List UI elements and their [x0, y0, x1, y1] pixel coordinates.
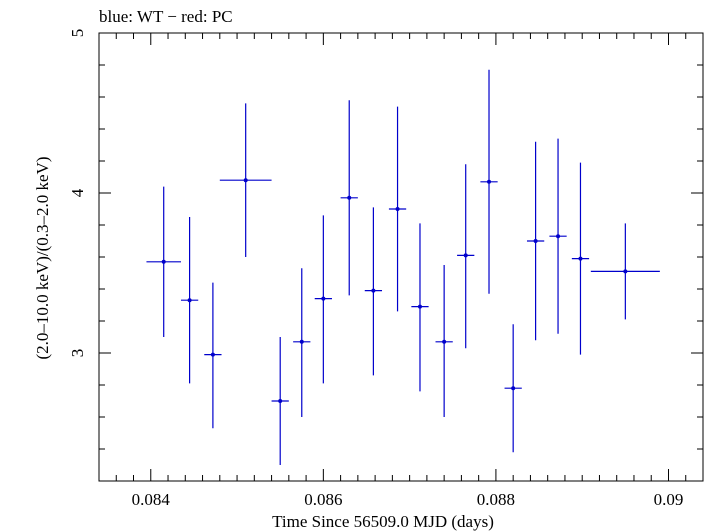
y-tick-label: 3	[68, 349, 87, 358]
x-tick-label: 0.084	[132, 490, 171, 509]
data-point	[435, 265, 453, 417]
data-point	[293, 268, 311, 417]
point-marker	[533, 239, 538, 243]
data-point	[526, 141, 545, 341]
point-marker	[556, 234, 561, 239]
point-marker	[417, 304, 422, 309]
point-marker	[578, 256, 583, 261]
y-axis-label: (2.0–10.0 keV)/(0.3–2.0 keV)	[33, 156, 52, 359]
y-tick-label: 4	[68, 188, 87, 197]
axis-ticks	[98, 32, 704, 482]
point-marker	[463, 253, 468, 258]
x-tick-label: 0.086	[304, 490, 342, 509]
point-marker	[299, 339, 304, 344]
data-point	[388, 106, 407, 312]
point-marker	[487, 179, 492, 184]
x-tick-label: 0.09	[654, 490, 684, 509]
data-point	[411, 223, 429, 392]
chart-title: blue: WT − red: PC	[99, 7, 233, 26]
point-marker	[278, 399, 283, 403]
data-point	[219, 103, 272, 257]
point-marker	[187, 298, 192, 303]
point-marker	[442, 339, 447, 344]
point-marker	[623, 269, 628, 274]
point-marker	[161, 259, 166, 264]
point-marker	[210, 352, 215, 357]
data-point	[364, 207, 383, 376]
data-point	[549, 138, 567, 334]
point-marker	[243, 178, 248, 183]
point-marker	[347, 195, 352, 200]
data-point	[146, 186, 181, 337]
y-tick-label: 5	[68, 29, 87, 38]
point-marker	[395, 207, 400, 211]
point-marker	[371, 288, 376, 293]
x-tick-label: 0.088	[477, 490, 515, 509]
data-point	[571, 162, 590, 355]
data-point	[504, 324, 522, 453]
x-axis-label: Time Since 56509.0 MJD (days)	[272, 512, 494, 531]
data-point	[590, 223, 660, 320]
axis-tick-labels: 0.084 0.086 0.088 0.09 3 4 5	[68, 29, 683, 509]
data-point	[340, 100, 358, 296]
point-marker	[321, 296, 326, 301]
data-point	[457, 164, 475, 349]
data-points	[146, 69, 660, 465]
data-point	[480, 69, 498, 294]
data-point	[314, 215, 332, 384]
data-point	[180, 217, 199, 384]
point-marker	[511, 386, 516, 391]
data-point	[204, 282, 222, 429]
data-point	[271, 337, 289, 465]
